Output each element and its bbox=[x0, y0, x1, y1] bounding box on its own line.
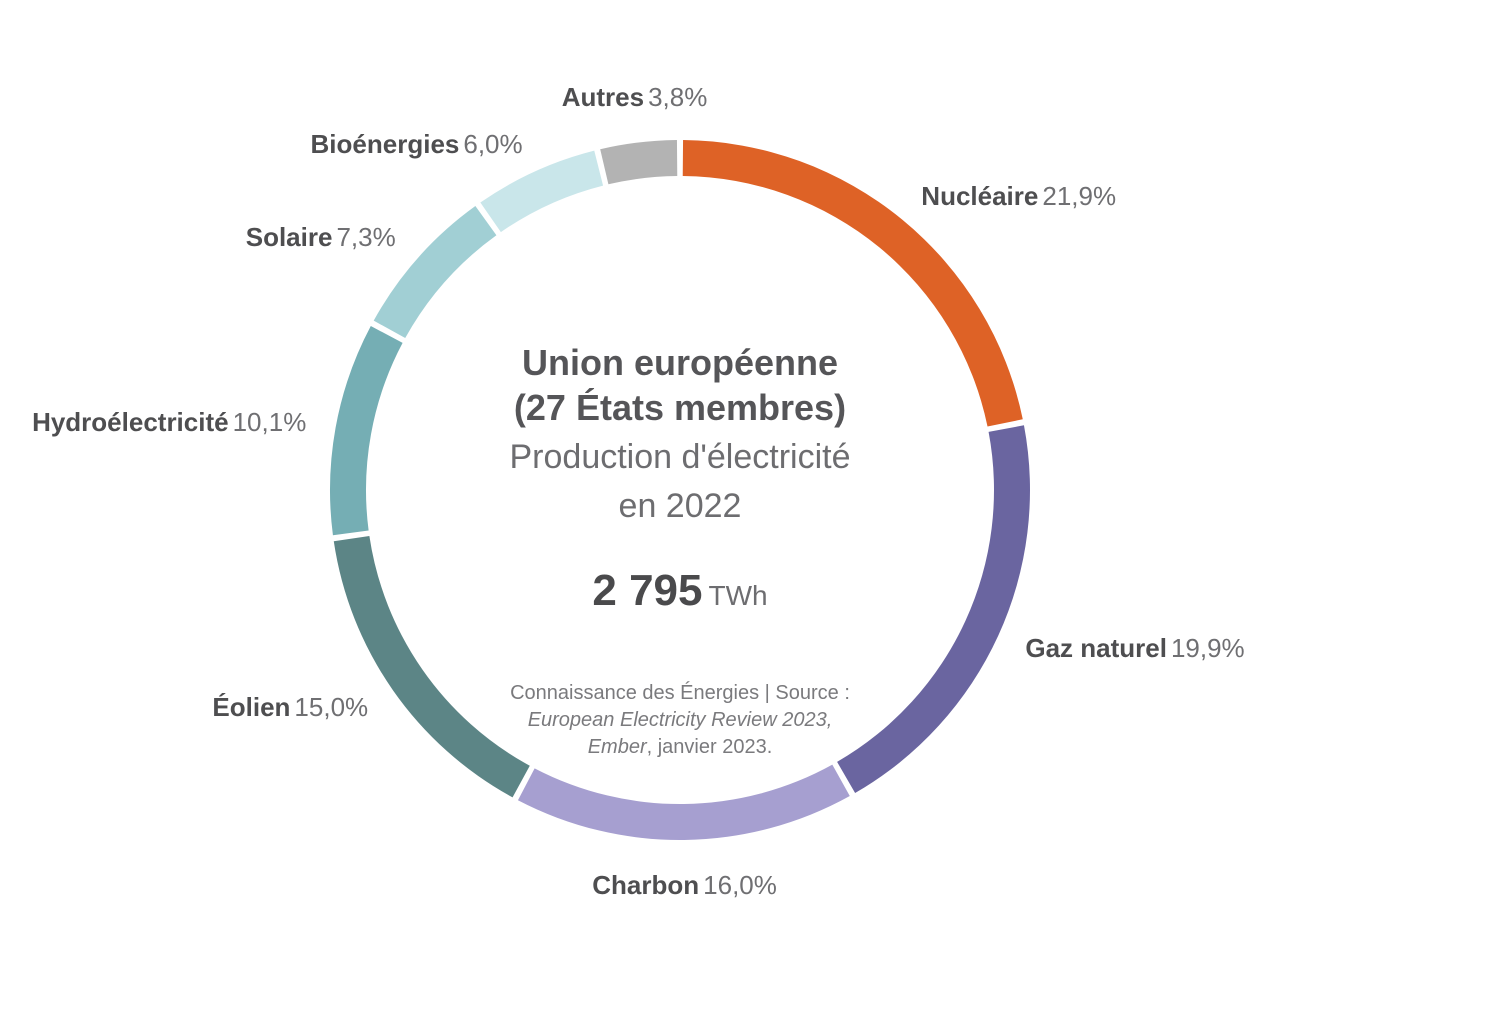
donut-slice-autres bbox=[600, 140, 677, 184]
donut-chart-container: Union européenne (27 États membres) Prod… bbox=[0, 0, 1500, 1009]
donut-chart bbox=[0, 0, 1500, 1009]
donut-slice-nucleaire bbox=[683, 140, 1023, 427]
donut-slice-eolien bbox=[334, 536, 530, 797]
donut-slice-hydroelectricite bbox=[330, 326, 403, 535]
donut-slice-gaz-naturel bbox=[837, 425, 1030, 793]
donut-slice-solaire bbox=[374, 206, 497, 338]
donut-slice-bioenergies bbox=[480, 151, 603, 232]
donut-slice-charbon bbox=[518, 765, 850, 840]
